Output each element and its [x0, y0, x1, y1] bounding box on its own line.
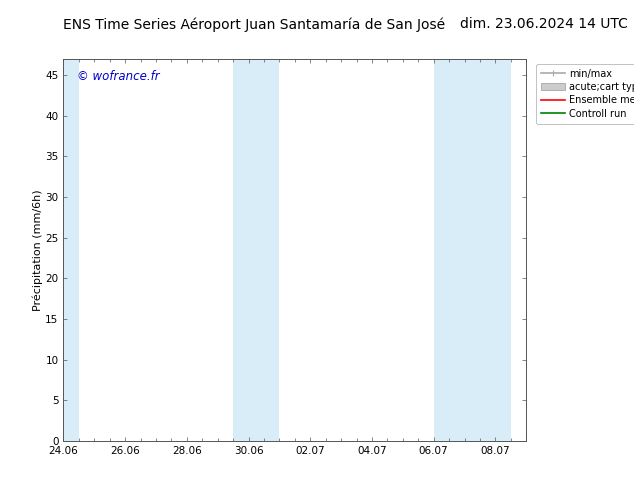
Bar [63, 59, 79, 441]
Bar [434, 59, 511, 441]
Legend: min/max, acute;cart type, Ensemble mean run, Controll run: min/max, acute;cart type, Ensemble mean … [536, 64, 634, 123]
Bar [233, 59, 280, 441]
Text: ENS Time Series Aéroport Juan Santamaría de San José: ENS Time Series Aéroport Juan Santamaría… [63, 17, 446, 32]
Text: © wofrance.fr: © wofrance.fr [77, 70, 160, 83]
Text: dim. 23.06.2024 14 UTC: dim. 23.06.2024 14 UTC [460, 17, 628, 31]
Y-axis label: Précipitation (mm/6h): Précipitation (mm/6h) [32, 189, 42, 311]
